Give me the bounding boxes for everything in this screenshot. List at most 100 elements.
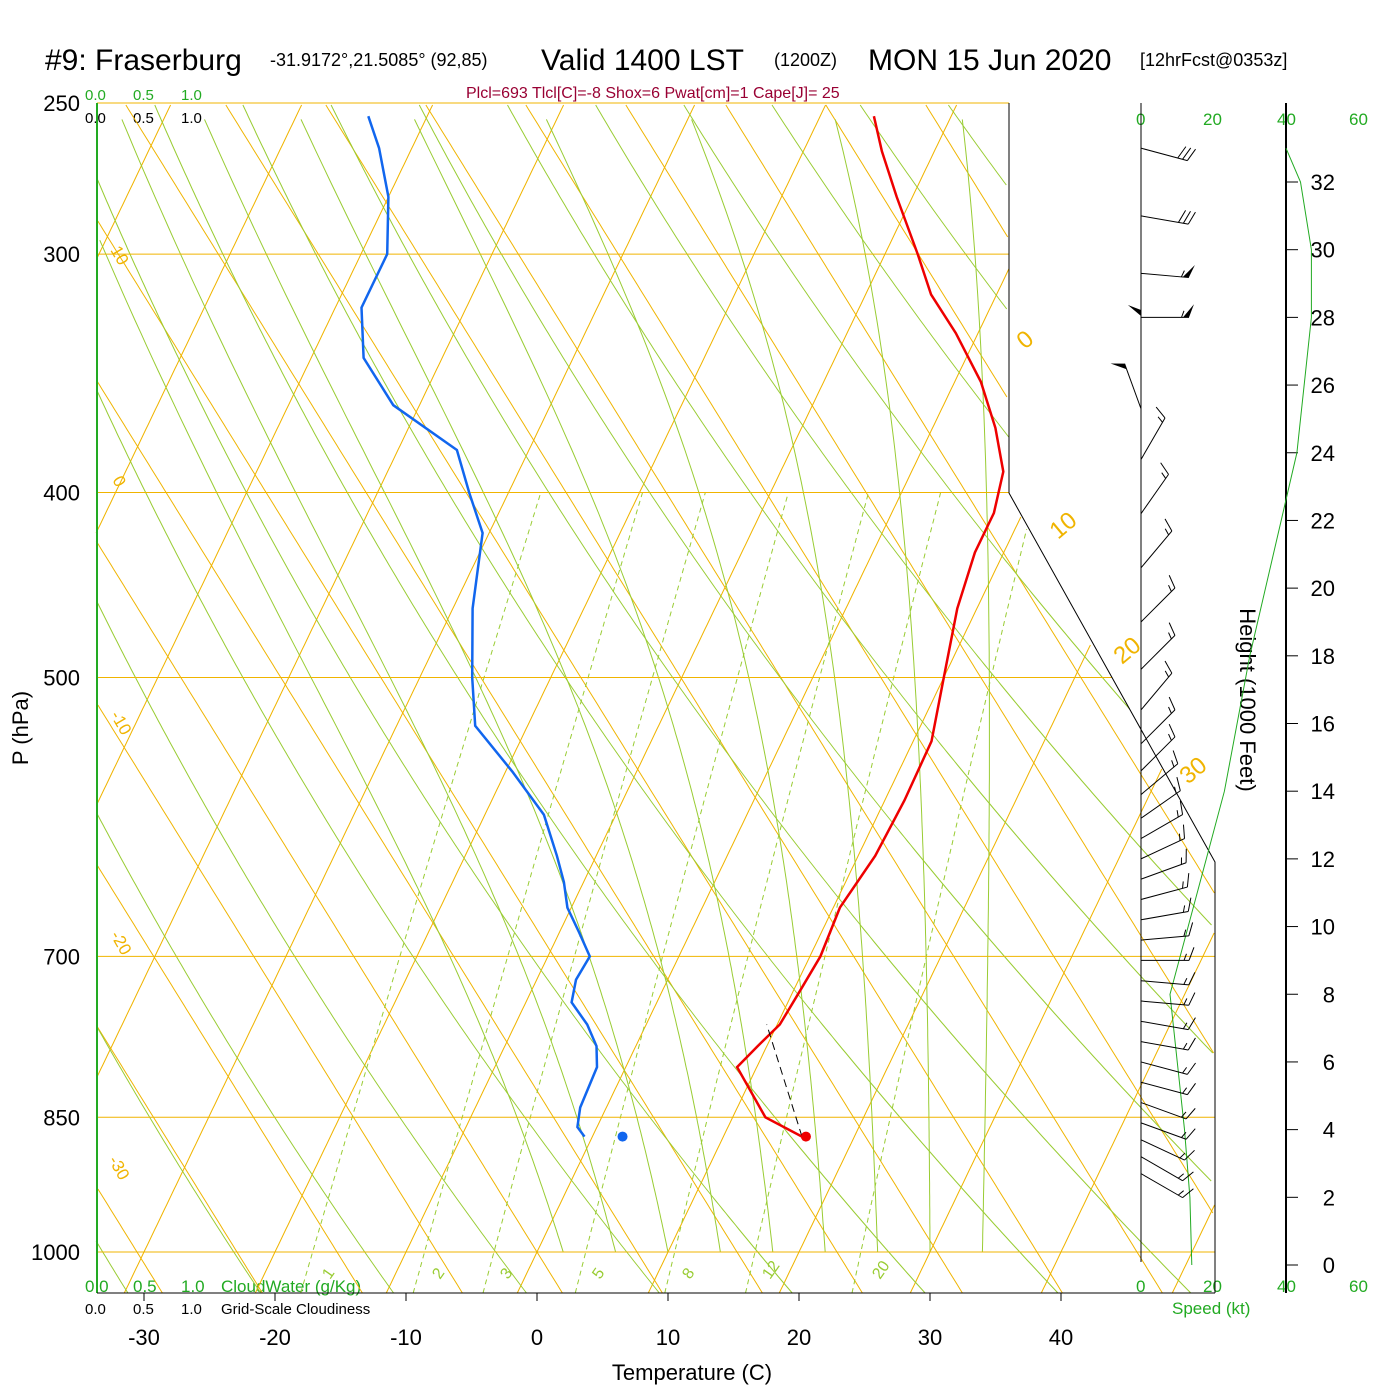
moist-adiabat-line — [691, 119, 879, 1253]
wind-barb — [1140, 660, 1173, 711]
station-coords: -31.9172°,21.5085° (92,85) — [270, 50, 488, 70]
wind-barb-shaft — [1140, 1000, 1189, 1006]
wind-barb-flag — [1160, 462, 1169, 475]
wind-barb — [1140, 873, 1190, 900]
moist-adiabat-line — [414, 119, 774, 1253]
wind-barb-flag — [1188, 922, 1194, 937]
temperature-tick-label: 10 — [656, 1325, 680, 1350]
height-tick-label: 14 — [1311, 779, 1335, 804]
wind-barb-shaft — [1140, 763, 1179, 795]
wind-barb-shaft — [1140, 886, 1188, 900]
wind-barb-half-flag — [1178, 833, 1181, 841]
height-axis-title: Height (1000 Feet) — [1235, 608, 1260, 791]
plot-frame — [96, 103, 1287, 1294]
isotherm-line — [254, 104, 827, 1294]
wind-barb-shaft — [1140, 736, 1176, 772]
isotherm-grid-line — [97, 1188, 163, 1294]
valid-time: Valid 1400 LST — [541, 44, 744, 77]
moist-adiabat-line — [99, 240, 564, 1253]
cloudwater-scale-1: 1.0 — [181, 87, 202, 104]
wind-barb-shaft — [1140, 1122, 1187, 1140]
dry-adiabat-line — [595, 104, 1212, 926]
pressure-tick-label: 400 — [43, 481, 80, 506]
mixing-ratio-label: 5 — [589, 1265, 608, 1282]
pressure-tick-label: 300 — [43, 242, 80, 267]
wind-barb-flag — [1187, 897, 1192, 912]
height-tick-label: 28 — [1311, 305, 1335, 330]
isotherm-grid-line — [97, 704, 463, 1294]
wind-barb — [1140, 1037, 1196, 1051]
wind-barb — [1140, 1122, 1196, 1140]
wind-barb-shaft — [1140, 862, 1187, 880]
wind-barb-flag — [1155, 406, 1166, 419]
wind-barb — [1140, 1139, 1195, 1161]
wind-barb-flag — [1177, 210, 1187, 223]
wind-barb-half-flag — [1164, 670, 1170, 678]
dry-adiabat-line — [242, 104, 1059, 1294]
wind-barb — [1140, 777, 1181, 819]
wind-barb — [1140, 1061, 1196, 1075]
wind-barb-half-flag — [1182, 1042, 1188, 1050]
dry-adiabat-line — [97, 1028, 262, 1294]
wind-barb-shaft — [1140, 587, 1176, 623]
wind-barb-half-flag — [1177, 1190, 1184, 1196]
wind-barb — [1140, 1017, 1196, 1031]
wind-barb-flag — [1185, 1108, 1196, 1120]
wind-barb-flag — [1188, 972, 1196, 986]
wind-barb-half-flag — [1183, 977, 1188, 985]
dry-adiabat-line — [507, 104, 1214, 1054]
isotherm-line — [1040, 932, 1215, 1294]
moist-adiabat-line — [834, 119, 931, 1252]
speed-tick-top-60: 60 — [1349, 110, 1368, 129]
moist-adiabat-line — [121, 119, 617, 1253]
wind-barb-half-flag — [1164, 528, 1170, 536]
isotherm-label: 0 — [1012, 325, 1040, 354]
isotherm-lines — [95, 104, 1216, 1294]
wind-barb-pennant — [1182, 264, 1195, 278]
wind-barb-flag — [1177, 146, 1187, 159]
isotherm-line — [96, 104, 434, 806]
dry-adiabat-line — [330, 104, 1192, 1294]
pressure-tick-label: 1000 — [31, 1240, 80, 1265]
speed-tick-bottom-20: 20 — [1203, 1277, 1222, 1296]
temperature-tick-label: -30 — [128, 1325, 160, 1350]
wind-barb — [1140, 462, 1169, 514]
speed-axis-label: Speed (kt) — [1172, 1299, 1250, 1318]
wind-barb — [1140, 696, 1176, 745]
moist-adiabat-line — [545, 119, 826, 1253]
wind-barb-half-flag — [1183, 998, 1188, 1005]
isotherm-grid-line — [225, 104, 963, 1294]
height-tick-label: 24 — [1311, 441, 1335, 466]
height-tick-label: 30 — [1311, 238, 1335, 263]
wind-barb-half-flag — [1182, 881, 1184, 889]
wind-barb-flag — [1168, 622, 1176, 636]
mixing-ratio-lines — [300, 492, 1028, 1294]
wind-barb-shaft — [1140, 1041, 1189, 1051]
isotherm-label: -20 — [107, 928, 136, 959]
wind-barb — [1127, 305, 1142, 358]
isotherm-grid-line — [625, 104, 1215, 1054]
isotherm-grid-line — [96, 864, 363, 1294]
temperature-tick-label: 40 — [1049, 1325, 1073, 1350]
wind-barb-half-flag — [1176, 810, 1179, 818]
wind-barb-half-flag — [1168, 584, 1172, 592]
cloudiness-scale-0: 0.0 — [85, 110, 106, 127]
wind-barb — [1140, 264, 1195, 279]
pressure-tick-label: 250 — [43, 91, 80, 116]
height-tick-label: 6 — [1323, 1050, 1335, 1075]
wind-barb-shaft — [1140, 147, 1188, 162]
mixing-ratio-line — [574, 492, 789, 1294]
wind-barb-half-flag — [1157, 416, 1163, 423]
moist-adiabat-line — [204, 119, 669, 1253]
wind-barb-half-flag — [1182, 1087, 1188, 1094]
height-tick-label: 20 — [1311, 576, 1335, 601]
wind-barb-flag — [1172, 750, 1179, 764]
wind-barb-half-flag — [1161, 472, 1167, 479]
temperature-tick-label: -10 — [390, 1325, 422, 1350]
height-tick-label: 18 — [1311, 644, 1335, 669]
mixing-ratio-line — [664, 492, 869, 1294]
wind-barb-half-flag — [1180, 270, 1185, 278]
wind-barb — [1140, 992, 1196, 1006]
speed-tick-bottom-0: 0 — [1136, 1277, 1145, 1296]
